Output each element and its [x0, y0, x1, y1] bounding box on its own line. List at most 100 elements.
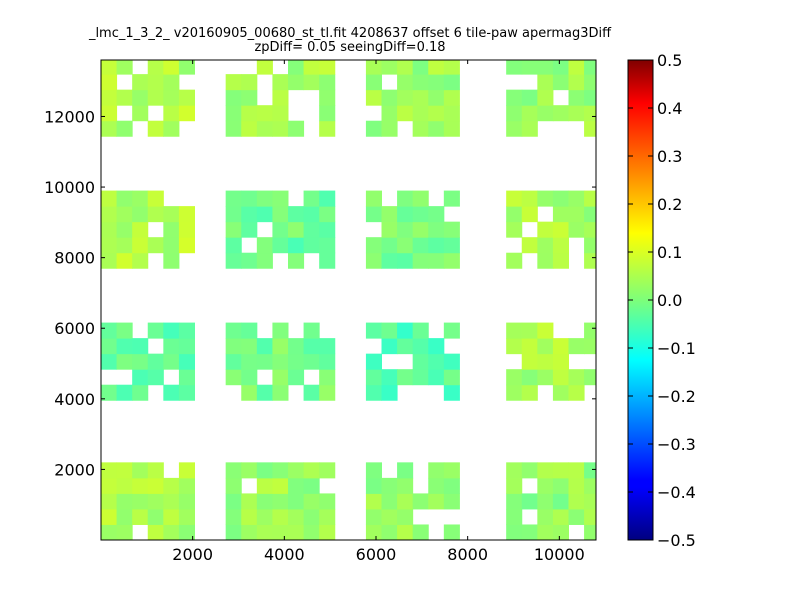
heatmap-cell: [552, 206, 569, 223]
heatmap-cell: [225, 221, 242, 238]
heatmap-cell: [412, 252, 429, 269]
heatmap-cell: [178, 369, 195, 386]
heatmap-cell: [397, 60, 414, 75]
heatmap-cell: [163, 508, 180, 525]
heatmap-cell: [272, 338, 289, 355]
heatmap-cell: [241, 252, 258, 269]
heatmap-cell: [365, 74, 382, 91]
heatmap-cell: [568, 338, 585, 355]
heatmap-cell: [319, 60, 336, 75]
heatmap-cell: [537, 322, 554, 339]
heatmap-cell: [584, 60, 597, 75]
heatmap-cell: [365, 237, 382, 254]
heatmap-cell: [381, 338, 398, 355]
heatmap-cell: [101, 206, 118, 223]
heatmap-cell: [428, 120, 445, 137]
heatmap-cell: [506, 89, 523, 106]
heatmap-cell: [163, 493, 180, 510]
heatmap-cell: [365, 252, 382, 269]
heatmap-cell: [272, 206, 289, 223]
heatmap-cell: [225, 74, 242, 91]
heatmap-cell: [147, 206, 164, 223]
heatmap-cell: [584, 493, 597, 510]
heatmap-cell: [101, 190, 118, 207]
heatmap-cell: [225, 252, 242, 269]
heatmap-cell: [241, 462, 258, 479]
heatmap-cell: [256, 237, 273, 254]
y-tick-label: 12000: [44, 107, 95, 126]
colorbar-tick-label: 0.0: [657, 291, 682, 310]
heatmap-cell: [365, 369, 382, 386]
heatmap-cell: [241, 206, 258, 223]
heatmap-cell: [256, 252, 273, 269]
heatmap-cell: [319, 338, 336, 355]
heatmap-cell: [303, 60, 320, 75]
colorbar-tick-label: 0.1: [657, 243, 682, 262]
heatmap-cell: [163, 206, 180, 223]
x-tick-label: 10000: [534, 545, 585, 564]
heatmap-cell: [132, 190, 149, 207]
heatmap-cell: [319, 353, 336, 370]
heatmap-cell: [397, 524, 414, 541]
y-tick-label: 2000: [54, 460, 95, 479]
heatmap-cell: [241, 524, 258, 541]
heatmap-cell: [443, 237, 460, 254]
heatmap-cell: [163, 89, 180, 106]
heatmap-cell: [288, 353, 305, 370]
heatmap-cell: [163, 353, 180, 370]
heatmap-cell: [241, 384, 258, 401]
heatmap-cell: [552, 252, 569, 269]
heatmap-cell: [537, 353, 554, 370]
heatmap-cell: [241, 369, 258, 386]
heatmap-cell: [381, 524, 398, 541]
chart-subtitle: zpDiff= 0.05 seeingDiff=0.18: [254, 40, 446, 55]
heatmap-cell: [116, 252, 133, 269]
heatmap-cell: [397, 190, 414, 207]
heatmap-cell: [381, 206, 398, 223]
heatmap-cell: [506, 462, 523, 479]
heatmap-cell: [552, 105, 569, 122]
heatmap-cell: [412, 221, 429, 238]
heatmap-cell: [506, 322, 523, 339]
heatmap-cell: [381, 493, 398, 510]
heatmap-cell: [116, 206, 133, 223]
heatmap-cell: [552, 190, 569, 207]
heatmap-cell: [272, 493, 289, 510]
heatmap-cell: [101, 508, 118, 525]
heatmap-cell: [552, 477, 569, 494]
heatmap-cell: [506, 369, 523, 386]
heatmap-cell: [225, 524, 242, 541]
heatmap-cell: [397, 237, 414, 254]
heatmap-cell: [552, 221, 569, 238]
heatmap-cell: [412, 206, 429, 223]
heatmap-cell: [537, 477, 554, 494]
heatmap-cell: [552, 353, 569, 370]
heatmap-cell: [412, 493, 429, 510]
heatmap-cell: [552, 493, 569, 510]
heatmap-cell: [397, 369, 414, 386]
heatmap-cell: [256, 206, 273, 223]
heatmap-cell: [443, 369, 460, 386]
heatmap-cell: [537, 524, 554, 541]
heatmap-cell: [319, 462, 336, 479]
heatmap-cell: [163, 60, 180, 75]
heatmap-cell: [381, 508, 398, 525]
colorbar-tick-label: 0.4: [657, 99, 682, 118]
heatmap-cell: [319, 120, 336, 137]
heatmap-cell: [397, 508, 414, 525]
heatmap-cell: [163, 477, 180, 494]
heatmap-cell: [272, 221, 289, 238]
heatmap-cell: [225, 322, 242, 339]
heatmap-cell: [443, 74, 460, 91]
heatmap-cell: [101, 74, 118, 91]
heatmap-cell: [132, 221, 149, 238]
heatmap-cell: [147, 369, 164, 386]
heatmap-cell: [537, 338, 554, 355]
heatmap-cell: [132, 89, 149, 106]
heatmap-cell: [506, 384, 523, 401]
heatmap-cell: [412, 237, 429, 254]
heatmap-cell: [537, 89, 554, 106]
heatmap-cell: [552, 60, 569, 75]
heatmap-cell: [584, 74, 597, 91]
heatmap-cell: [288, 508, 305, 525]
